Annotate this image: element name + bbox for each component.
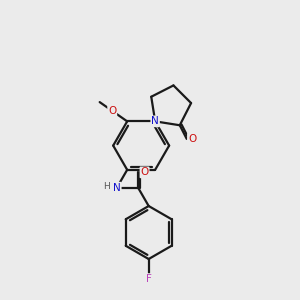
Text: N: N xyxy=(113,183,121,193)
Text: O: O xyxy=(188,134,196,144)
Text: N: N xyxy=(151,116,159,126)
Text: O: O xyxy=(108,106,116,116)
Text: H: H xyxy=(103,182,110,191)
Text: O: O xyxy=(140,167,149,177)
Text: F: F xyxy=(146,274,152,284)
